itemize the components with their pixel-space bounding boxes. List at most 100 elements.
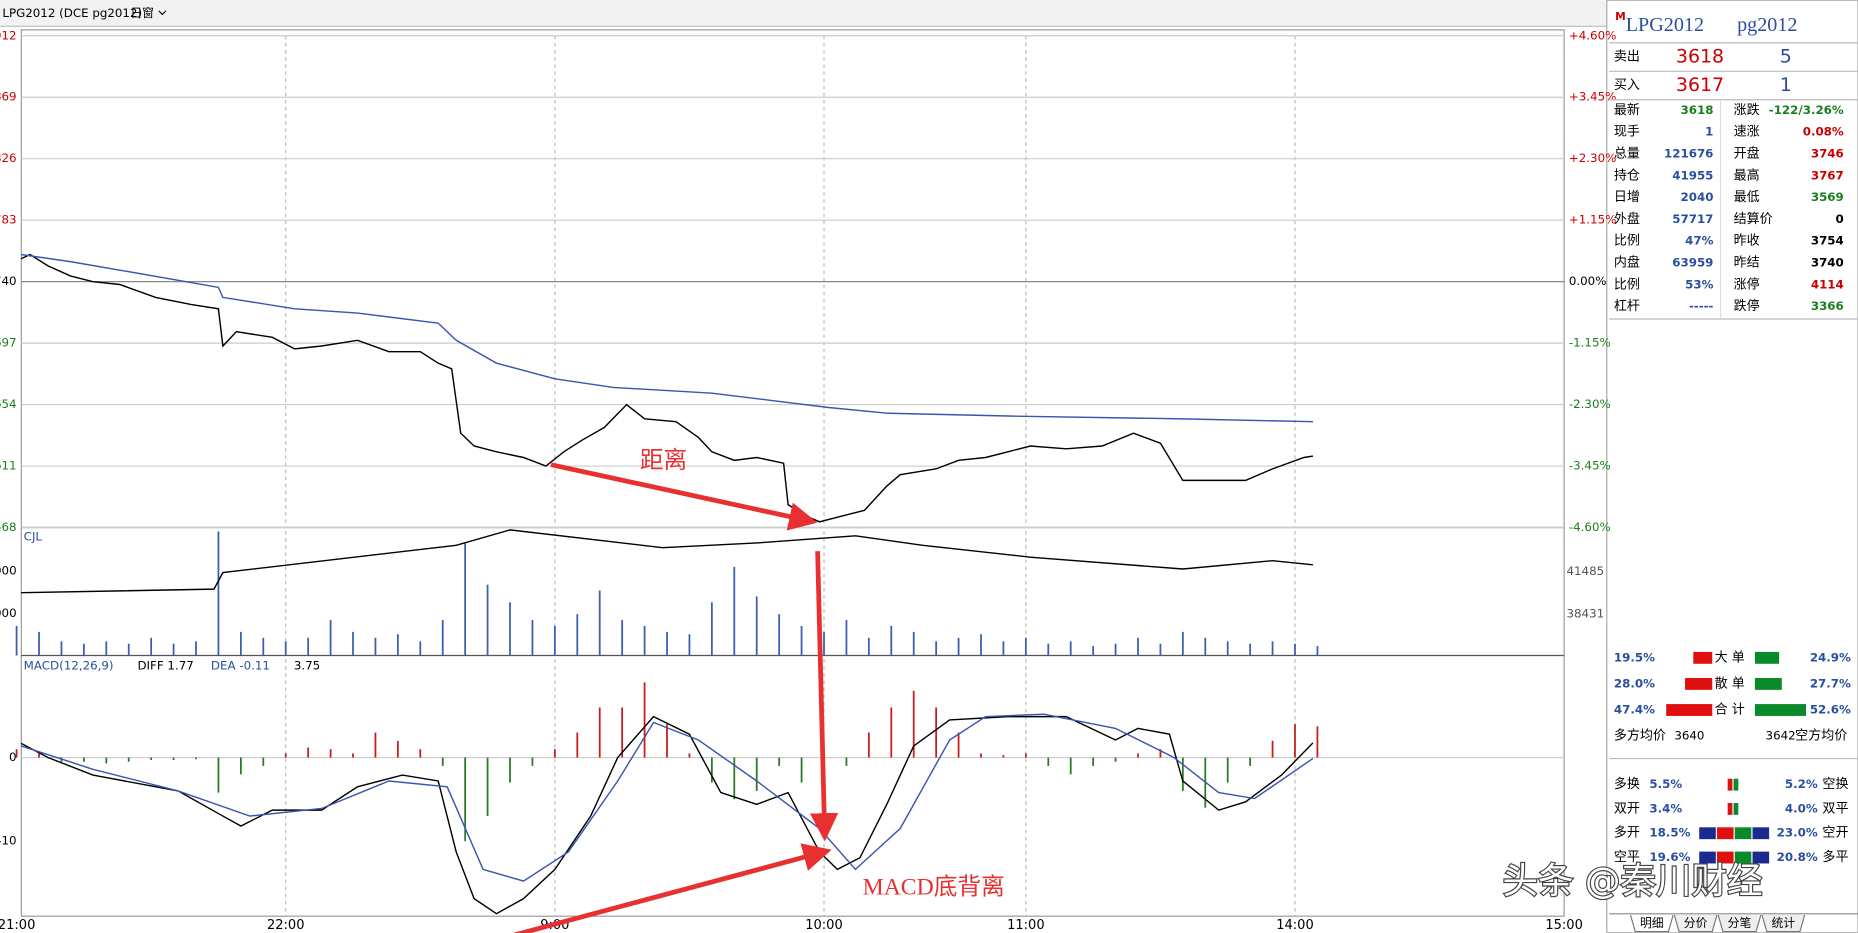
macd-bar: [329, 749, 332, 758]
macd-bar: [800, 757, 803, 783]
change-icon: [1699, 851, 1716, 864]
avg-value: 3642: [1766, 729, 1796, 743]
macd-bar: [845, 757, 848, 766]
macd-bar: [217, 757, 220, 793]
flag: M: [1615, 10, 1626, 23]
y2-tick-label: +1.15%: [1569, 213, 1616, 227]
tab-label[interactable]: 明细: [1640, 916, 1664, 930]
macd-bar: [1316, 726, 1319, 758]
macd-bar: [374, 732, 377, 758]
macd-bar: [778, 757, 781, 766]
macd-bar: [1047, 757, 1050, 766]
row-value: 53%: [1685, 277, 1713, 291]
volume-bar: [307, 637, 310, 656]
macd-bar: [82, 757, 85, 762]
volume-bar: [845, 620, 848, 656]
row-label: 杠杆: [1614, 298, 1640, 314]
change-icon: [1727, 778, 1733, 791]
row-label: 日增: [1614, 190, 1640, 205]
macd-bar: [935, 707, 938, 758]
line: [20, 253, 1314, 523]
avg-label: 空方均价: [1795, 728, 1847, 744]
arrow: [512, 843, 832, 933]
window-menu[interactable]: 日窗: [130, 6, 154, 20]
tab: [1717, 914, 1762, 933]
change-value: 3.4%: [1649, 801, 1682, 815]
row-label: 涨停: [1734, 276, 1760, 292]
macd-bar: [172, 757, 175, 761]
flow-value: 27.7%: [1810, 676, 1851, 690]
volume-bar: [1114, 643, 1117, 656]
macd-bar: [464, 757, 467, 842]
row-label: 跌停: [1734, 298, 1760, 314]
macd-bar: [531, 757, 534, 766]
y-tick-label: 000: [0, 606, 17, 620]
flow-bar: [1693, 651, 1713, 664]
macd-bar: [621, 707, 624, 758]
flow-bar: [1685, 678, 1713, 690]
volume-bar: [957, 637, 960, 656]
macd-bar: [666, 724, 668, 758]
volume-bar: [1047, 643, 1050, 656]
macd-bar: [733, 757, 736, 800]
tab-label[interactable]: 分笔: [1728, 916, 1752, 930]
arrow: [550, 462, 818, 531]
flow-value: 47.4%: [1614, 703, 1655, 717]
change-value: 5.5%: [1649, 777, 1682, 791]
macd-bar: [1114, 757, 1117, 762]
volume-bar: [688, 634, 691, 656]
tab-label[interactable]: 统计: [1772, 916, 1796, 930]
row-label: 比例: [1614, 277, 1640, 292]
volume-bar: [576, 614, 579, 656]
volume-bar: [105, 641, 108, 656]
macd-bar: [1226, 757, 1229, 783]
change-icon: [1734, 827, 1752, 840]
avg-value: 3640: [1674, 729, 1704, 743]
quote-code: pg2012: [1737, 14, 1797, 36]
order-volume: 1: [1780, 74, 1792, 96]
flow-label: 散 单: [1715, 676, 1745, 691]
tab-label[interactable]: 分价: [1684, 916, 1708, 930]
row-label: 外盘: [1614, 211, 1640, 227]
macd-label: DIFF 1.77: [137, 659, 193, 673]
volume-bar: [800, 625, 803, 656]
macd-bar: [1024, 753, 1027, 758]
row-label: 昨收: [1734, 234, 1760, 249]
macd-bar: [553, 749, 556, 758]
macd-bar: [1092, 757, 1095, 766]
volume-bar: [38, 631, 40, 656]
volume-bar: [1024, 637, 1027, 656]
symbol: LPG2012 (DCE pg2012): [2, 6, 142, 20]
dropdown-icon: [158, 10, 167, 16]
row-value: 41955: [1672, 168, 1713, 182]
volume-bar: [621, 620, 624, 656]
macd-bar: [419, 749, 422, 758]
row-value: 47%: [1685, 234, 1713, 248]
macd-bar: [755, 757, 758, 791]
row-value: 4114: [1811, 277, 1844, 291]
macd-bar: [957, 732, 960, 758]
volume-bar: [150, 637, 153, 656]
volume-bar: [262, 637, 265, 656]
row-value: 63959: [1672, 256, 1713, 270]
macd-bar: [38, 753, 40, 758]
y2-tick-label: -4.60%: [1569, 520, 1611, 534]
volume-bar: [867, 637, 870, 656]
y2-tick-label: +3.45%: [1569, 90, 1616, 104]
x-tick-label: 10:00: [805, 918, 843, 933]
volume-bar: [82, 643, 85, 656]
volume-bar: [1159, 643, 1162, 656]
x-tick-label: 21:00: [0, 918, 35, 933]
tab: [1673, 914, 1718, 933]
row-value: -----: [1689, 299, 1714, 313]
volume-bar: [441, 620, 444, 656]
macd-bar: [486, 757, 489, 817]
change-label: 空开: [1822, 826, 1848, 841]
row-value: 2040: [1681, 190, 1714, 204]
x-tick-label: 22:00: [267, 918, 305, 933]
volume-bar: [1249, 643, 1252, 656]
volume-bar: [643, 625, 646, 656]
order-label: 买入: [1614, 78, 1640, 93]
change-icon: [1733, 803, 1739, 815]
